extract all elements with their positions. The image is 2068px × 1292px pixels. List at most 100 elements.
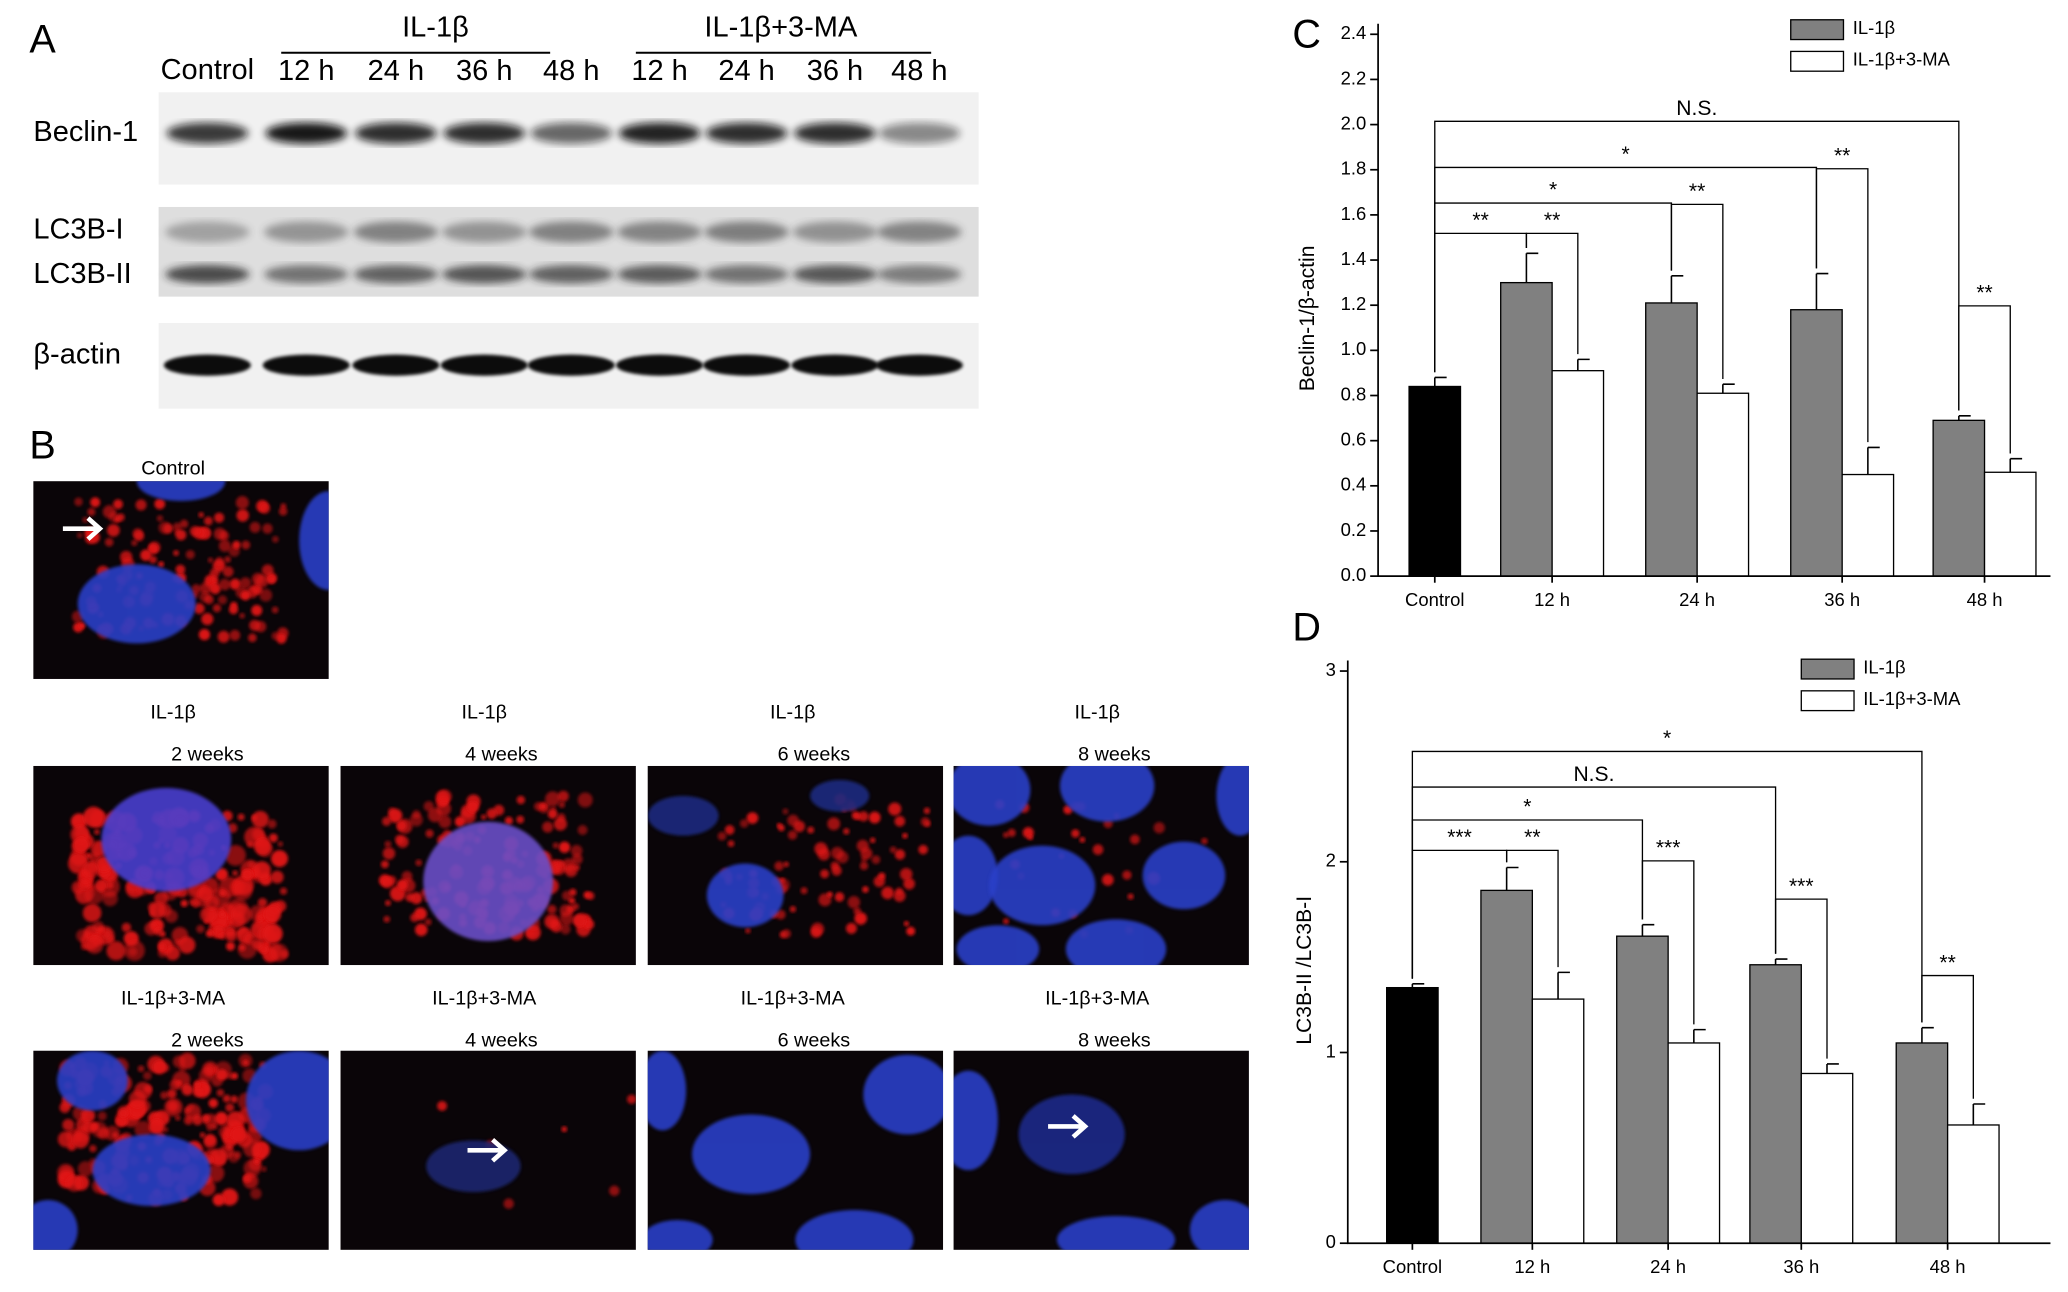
red-signal xyxy=(97,1111,107,1121)
red-signal xyxy=(91,1121,108,1138)
red-signal xyxy=(574,864,581,871)
red-signal xyxy=(1002,918,1010,925)
red-signal xyxy=(193,1081,201,1088)
red-signal xyxy=(199,582,212,594)
blot-band xyxy=(264,221,349,243)
red-signal xyxy=(107,523,120,537)
red-signal xyxy=(197,886,214,902)
red-signal xyxy=(249,905,267,922)
red-signal xyxy=(149,901,166,919)
red-signal xyxy=(745,927,751,934)
red-signal xyxy=(845,922,857,934)
red-signal xyxy=(250,1187,262,1200)
red-signal xyxy=(902,832,908,839)
red-signal xyxy=(206,1164,225,1183)
blot-band xyxy=(262,354,350,376)
nucleus xyxy=(77,564,196,644)
red-signal xyxy=(412,810,421,819)
y-tick-label: 2 xyxy=(1326,850,1336,871)
bar xyxy=(1983,471,2037,577)
red-signal xyxy=(217,630,230,643)
blot-band xyxy=(616,354,704,376)
red-signal xyxy=(859,861,869,871)
blot-band xyxy=(443,122,526,144)
x-tick-label: 12 h xyxy=(1534,589,1570,610)
x-tick-label: Control xyxy=(1405,589,1464,610)
red-signal xyxy=(903,877,915,890)
x-tick-label: Control xyxy=(1383,1256,1442,1277)
blot-band xyxy=(440,354,528,376)
red-signal xyxy=(77,1161,94,1177)
red-signal xyxy=(239,577,252,589)
red-signal xyxy=(923,807,931,815)
red-signal xyxy=(209,1148,227,1166)
red-signal xyxy=(787,814,799,827)
red-signal xyxy=(157,948,168,958)
red-signal xyxy=(577,792,593,808)
red-signal xyxy=(1079,836,1086,843)
red-signal xyxy=(180,899,188,908)
red-signal xyxy=(1092,844,1104,855)
red-signal xyxy=(231,1126,247,1143)
error-bar xyxy=(1693,1028,1706,1043)
y-tick-label: 1.0 xyxy=(1341,338,1367,359)
y-tick-label: 1 xyxy=(1326,1040,1336,1061)
red-signal xyxy=(224,556,231,563)
red-signal xyxy=(87,507,96,516)
red-signal xyxy=(906,926,916,936)
red-signal xyxy=(264,905,282,923)
y-axis-label: LC3B-II /LC3B-I xyxy=(1293,896,1316,1045)
nucleus xyxy=(1142,841,1226,910)
red-signal xyxy=(410,913,419,922)
red-signal xyxy=(115,1117,125,1128)
red-signal xyxy=(113,499,123,510)
image-title: IL-1β+3-MA xyxy=(741,988,846,1010)
nucleus xyxy=(810,779,870,812)
red-signal xyxy=(227,1111,243,1128)
red-signal xyxy=(271,631,280,641)
nucleus xyxy=(956,925,1040,966)
error-bar xyxy=(1958,415,1971,421)
red-signal xyxy=(148,1118,165,1135)
red-signal xyxy=(66,1175,83,1192)
red-signal xyxy=(572,914,586,928)
red-signal xyxy=(94,879,108,892)
blot-band xyxy=(617,264,702,284)
significance-label: ** xyxy=(1939,951,1955,974)
red-signal xyxy=(268,833,278,843)
red-signal xyxy=(547,904,557,915)
blot-band xyxy=(163,354,251,376)
micro-content xyxy=(647,779,931,939)
red-signal xyxy=(57,1131,74,1148)
nucleus xyxy=(426,1140,521,1193)
red-signal xyxy=(225,930,237,942)
nucleus xyxy=(136,481,226,501)
red-signal xyxy=(216,1088,225,1097)
bar xyxy=(1480,889,1534,1244)
red-signal xyxy=(424,918,432,926)
red-signal xyxy=(62,1118,75,1131)
red-signal xyxy=(851,811,861,820)
nucleus xyxy=(1216,765,1249,836)
red-signal xyxy=(251,810,269,829)
red-signal xyxy=(270,943,289,962)
red-signal xyxy=(214,1111,229,1126)
red-signal xyxy=(175,564,186,575)
red-signal xyxy=(198,628,211,641)
red-signal xyxy=(778,824,785,832)
significance-label: * xyxy=(1549,179,1557,202)
blot-band xyxy=(529,221,614,243)
blot-band xyxy=(353,264,439,284)
bar xyxy=(1749,964,1802,1244)
red-signal xyxy=(199,1132,206,1138)
nucleus xyxy=(56,1050,128,1111)
axes xyxy=(1377,23,2051,577)
red-signal xyxy=(116,513,125,522)
red-signal xyxy=(853,907,862,916)
red-signal xyxy=(384,840,392,848)
red-signal xyxy=(814,842,828,856)
red-signal xyxy=(243,932,256,945)
lane-label: 48 h xyxy=(543,55,599,87)
blot-band xyxy=(264,264,349,284)
red-signal xyxy=(242,1059,249,1066)
